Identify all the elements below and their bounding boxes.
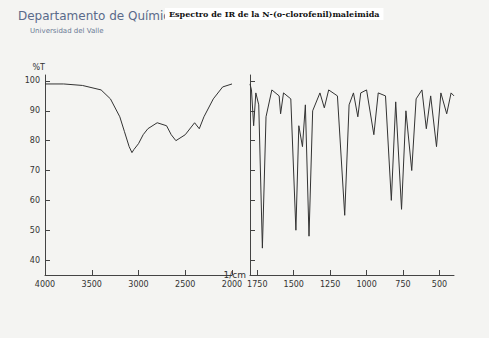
svg-text:100: 100 [25, 76, 40, 85]
svg-text:4000: 4000 [35, 280, 55, 289]
svg-text:3000: 3000 [128, 280, 148, 289]
svg-text:80: 80 [30, 136, 40, 145]
svg-text:Espectro de IR de la N-(o-clor: Espectro de IR de la N-(o-clorofenil)mal… [169, 9, 380, 19]
svg-text:%T: %T [33, 63, 46, 72]
svg-text:40: 40 [30, 256, 40, 265]
svg-text:1500: 1500 [284, 280, 304, 289]
svg-text:750: 750 [395, 280, 410, 289]
svg-text:1250: 1250 [320, 280, 340, 289]
svg-text:500: 500 [432, 280, 447, 289]
svg-text:70: 70 [30, 166, 40, 175]
svg-text:Universidad del Valle: Universidad del Valle [30, 27, 103, 35]
svg-text:90: 90 [30, 106, 40, 115]
svg-text:2500: 2500 [175, 280, 195, 289]
svg-text:3500: 3500 [82, 280, 102, 289]
svg-text:Departamento de Química: Departamento de Química [18, 9, 177, 23]
svg-text:2000: 2000 [222, 280, 242, 289]
svg-text:1750: 1750 [247, 280, 267, 289]
svg-text:1/cm: 1/cm [224, 270, 246, 280]
svg-text:1000: 1000 [356, 280, 376, 289]
svg-text:50: 50 [30, 226, 40, 235]
svg-text:60: 60 [30, 196, 40, 205]
